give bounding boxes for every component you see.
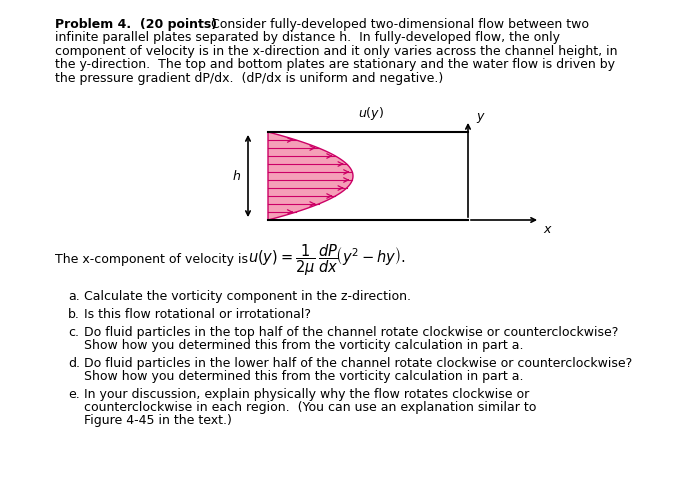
Polygon shape <box>268 132 353 220</box>
Text: Do fluid particles in the lower half of the channel rotate clockwise or counterc: Do fluid particles in the lower half of … <box>84 357 632 370</box>
Text: $h$: $h$ <box>232 169 241 183</box>
Text: In your discussion, explain physically why the flow rotates clockwise or: In your discussion, explain physically w… <box>84 388 529 401</box>
Text: Is this flow rotational or irrotational?: Is this flow rotational or irrotational? <box>84 308 311 321</box>
Text: counterclockwise in each region.  (You can use an explanation similar to: counterclockwise in each region. (You ca… <box>84 401 536 414</box>
Text: The x-component of velocity is: The x-component of velocity is <box>55 253 256 267</box>
Text: Do fluid particles in the top half of the channel rotate clockwise or counterclo: Do fluid particles in the top half of th… <box>84 326 618 339</box>
Text: $u(y)$: $u(y)$ <box>358 105 384 122</box>
Text: Consider fully-developed two-dimensional flow between two: Consider fully-developed two-dimensional… <box>203 18 589 31</box>
Text: component of velocity is in the x-direction and it only varies across the channe: component of velocity is in the x-direct… <box>55 45 617 58</box>
Text: Calculate the vorticity component in the z-direction.: Calculate the vorticity component in the… <box>84 290 411 303</box>
Text: $u(y) = \dfrac{1}{2\mu}\,\dfrac{dP}{dx}\!\left(y^2 - hy\right).$: $u(y) = \dfrac{1}{2\mu}\,\dfrac{dP}{dx}\… <box>248 242 406 278</box>
Text: $x$: $x$ <box>543 223 553 236</box>
Text: b.: b. <box>68 308 80 321</box>
Text: infinite parallel plates separated by distance h.  In fully-developed flow, the : infinite parallel plates separated by di… <box>55 31 560 45</box>
Text: Show how you determined this from the vorticity calculation in part a.: Show how you determined this from the vo… <box>84 339 524 352</box>
Text: the y-direction.  The top and bottom plates are stationary and the water flow is: the y-direction. The top and bottom plat… <box>55 58 615 72</box>
Text: Problem 4.  (20 points): Problem 4. (20 points) <box>55 18 217 31</box>
Text: d.: d. <box>68 357 80 370</box>
Text: the pressure gradient dP/dx.  (dP/dx is uniform and negative.): the pressure gradient dP/dx. (dP/dx is u… <box>55 72 443 85</box>
Text: Figure 4-45 in the text.): Figure 4-45 in the text.) <box>84 414 232 427</box>
Text: a.: a. <box>68 290 80 303</box>
Text: $y$: $y$ <box>476 111 486 125</box>
Text: Show how you determined this from the vorticity calculation in part a.: Show how you determined this from the vo… <box>84 370 524 383</box>
Text: c.: c. <box>68 326 79 339</box>
Text: e.: e. <box>68 388 80 401</box>
